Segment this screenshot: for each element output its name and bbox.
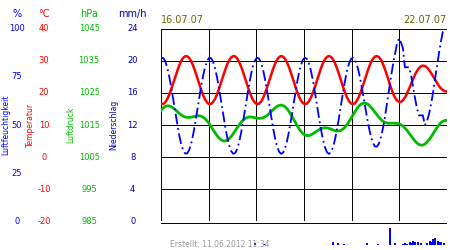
Bar [426, 243, 428, 245]
Text: 1015: 1015 [79, 120, 99, 130]
Bar [366, 243, 368, 245]
Text: 1005: 1005 [79, 152, 99, 162]
Bar [414, 242, 416, 245]
Text: 1045: 1045 [79, 24, 99, 33]
Text: -20: -20 [37, 217, 51, 226]
Text: 20: 20 [127, 56, 138, 65]
Bar [440, 242, 442, 245]
Bar [412, 241, 414, 245]
Text: 985: 985 [81, 217, 97, 226]
Text: 16.07.07: 16.07.07 [161, 15, 204, 25]
Text: 0: 0 [14, 217, 20, 226]
Text: 100: 100 [9, 24, 25, 33]
Bar [430, 242, 432, 245]
Bar [429, 241, 431, 245]
Text: %: % [13, 9, 22, 19]
Bar [389, 228, 391, 245]
Text: 40: 40 [39, 24, 50, 33]
Text: -10: -10 [37, 185, 51, 194]
Text: Erstellt: 11.06.2012 11:34: Erstellt: 11.06.2012 11:34 [170, 240, 270, 249]
Bar [401, 244, 404, 245]
Text: 1025: 1025 [79, 88, 99, 98]
Text: 20: 20 [39, 88, 50, 98]
Bar [443, 243, 445, 245]
Bar [337, 243, 339, 245]
Text: 25: 25 [12, 168, 22, 177]
Bar [405, 243, 406, 245]
Bar [437, 241, 439, 245]
Text: 8: 8 [130, 152, 135, 162]
Text: Luftdruck: Luftdruck [67, 107, 76, 143]
Bar [332, 242, 333, 245]
Text: 4: 4 [130, 185, 135, 194]
Text: 0: 0 [41, 152, 47, 162]
Bar [343, 244, 345, 245]
Text: 30: 30 [39, 56, 50, 65]
Text: 22.07.07: 22.07.07 [404, 15, 447, 25]
Text: °C: °C [38, 9, 50, 19]
Text: 12: 12 [127, 120, 138, 130]
Text: 24: 24 [127, 24, 138, 33]
Bar [420, 243, 422, 245]
Bar [417, 242, 419, 245]
Bar [394, 243, 396, 245]
Text: Temperatur: Temperatur [26, 103, 35, 147]
Text: 75: 75 [12, 72, 22, 82]
Text: 50: 50 [12, 120, 22, 130]
Bar [434, 238, 436, 245]
Text: 16: 16 [127, 88, 138, 98]
Bar [254, 243, 256, 245]
Bar [439, 242, 441, 245]
Text: Niederschlag: Niederschlag [109, 100, 118, 150]
Text: 10: 10 [39, 120, 50, 130]
Bar [432, 240, 433, 245]
Bar [409, 242, 411, 245]
Text: 1035: 1035 [79, 56, 99, 65]
Text: Luftfeuchtigkeit: Luftfeuchtigkeit [1, 95, 10, 155]
Text: mm/h: mm/h [118, 9, 147, 19]
Bar [410, 243, 412, 245]
Text: hPa: hPa [80, 9, 98, 19]
Text: 0: 0 [130, 217, 135, 226]
Text: 995: 995 [81, 185, 97, 194]
Bar [263, 244, 265, 245]
Bar [377, 244, 379, 245]
Bar [406, 244, 408, 245]
